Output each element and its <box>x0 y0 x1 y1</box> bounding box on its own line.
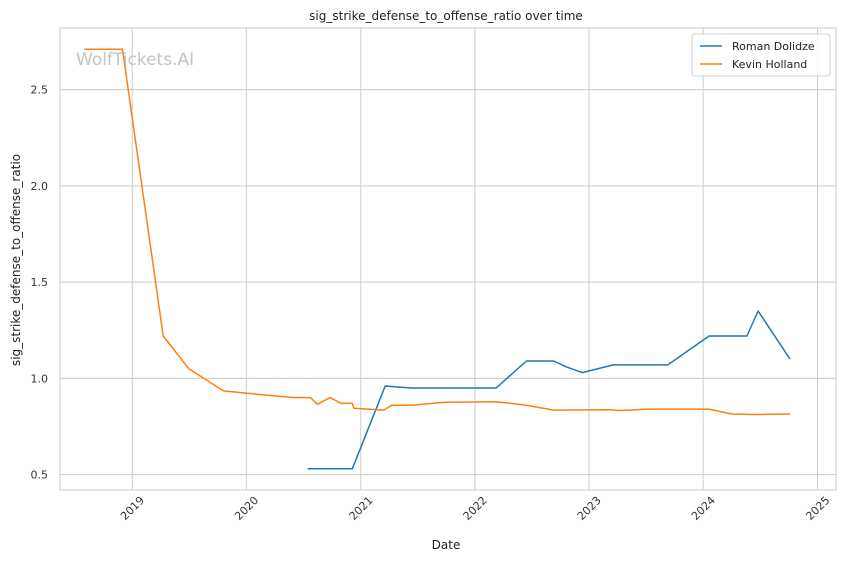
chart-title: sig_strike_defense_to_offense_ratio over… <box>309 9 583 23</box>
y-axis-title: sig_strike_defense_to_offense_ratio <box>9 154 23 366</box>
y-tick-label: 0.5 <box>31 469 49 482</box>
legend-label: Roman Dolidze <box>732 40 815 53</box>
series-line-1 <box>84 48 791 416</box>
x-axis-title: Date <box>432 538 461 552</box>
y-tick-label: 2.0 <box>31 180 49 193</box>
watermark: WolfTickets.AI <box>76 50 194 70</box>
y-tick-label: 1.0 <box>31 372 49 385</box>
legend: Roman Dolidze Kevin Holland <box>691 33 831 77</box>
series-line-0 <box>307 310 791 470</box>
y-tick-label: 1.5 <box>31 276 49 289</box>
plot-frame <box>59 27 837 491</box>
y-tick-label: 2.5 <box>31 84 49 97</box>
y-axis: 0.5 1.0 1.5 2.0 2.5 <box>31 84 49 482</box>
legend-box <box>691 33 831 77</box>
legend-label: Kevin Holland <box>732 58 807 71</box>
series-lines <box>84 48 791 470</box>
grid <box>60 28 836 490</box>
